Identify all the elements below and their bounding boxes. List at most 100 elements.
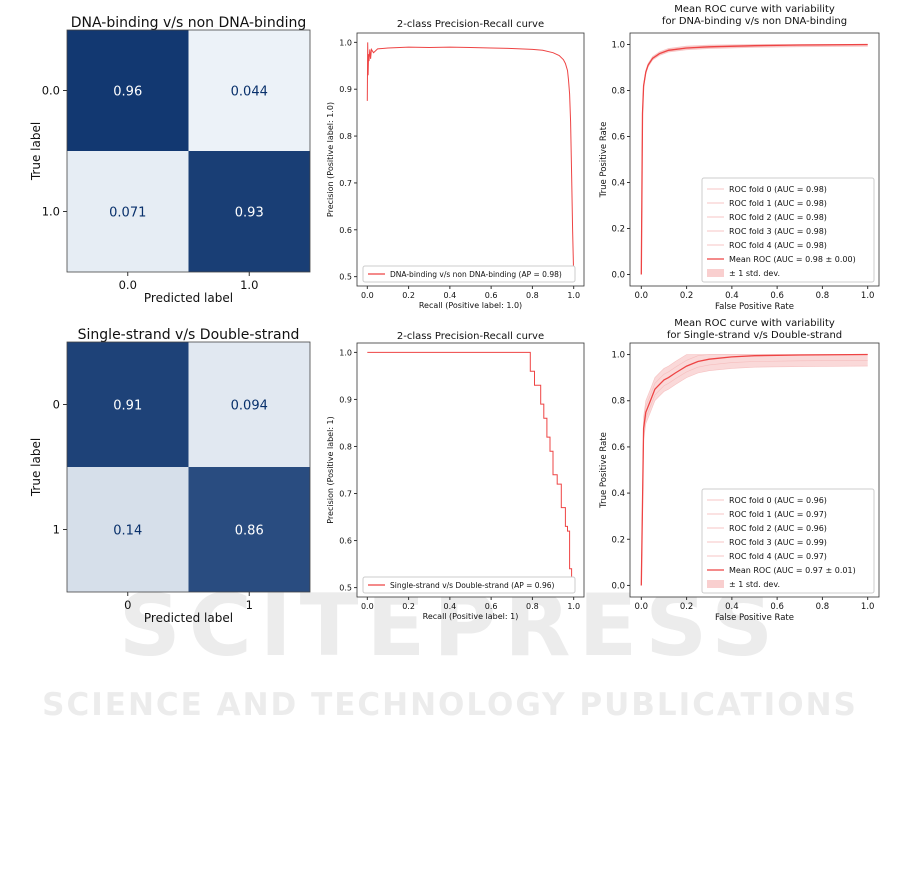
legend-label: ROC fold 0 (AUC = 0.98) (729, 185, 827, 194)
legend-label: ± 1 std. dev. (729, 580, 780, 589)
legend-label: ROC fold 2 (AUC = 0.98) (729, 213, 827, 222)
cell-value-label: 0.96 (113, 85, 142, 100)
cell-value-label: 0.86 (235, 524, 264, 539)
x-tick-label: 0.6 (770, 291, 784, 301)
legend-swatch (707, 269, 724, 277)
chart-grid: DNA-binding v/s non DNA-binding 0.96 0.044… (29, 4, 879, 625)
x-axis-label: Predicted label (144, 611, 233, 625)
chart-title: Mean ROC curve with variability (674, 318, 835, 329)
x-tick-label: 1.0 (567, 602, 580, 611)
cell-value-label: 0.094 (231, 399, 268, 414)
x-tick-label: 0 (124, 598, 131, 612)
y-tick-label: 0.6 (339, 537, 352, 546)
legend: Single-strand v/s Double-strand (AP = 0.… (363, 577, 575, 593)
confusion-matrix-0: DNA-binding v/s non DNA-binding 0.96 0.044… (29, 15, 310, 305)
y-tick-label: 0.7 (339, 179, 352, 188)
chart-title: DNA-binding v/s non DNA-binding (71, 15, 306, 31)
roc-curve-chart-2: Mean ROC curve with variabilityfor DNA-b… (599, 4, 879, 312)
legend-label: DNA-binding v/s non DNA-binding (AP = 0.… (390, 270, 562, 279)
y-tick-label: 0.8 (611, 87, 625, 97)
legend: DNA-binding v/s non DNA-binding (AP = 0.… (363, 266, 575, 282)
y-tick-label: 0.4 (611, 179, 625, 189)
y-tick-label: 0.8 (611, 397, 625, 407)
y-tick-label: 0.6 (611, 133, 625, 143)
x-tick-label: 0.2 (680, 602, 694, 612)
x-tick-label: 1.0 (861, 291, 875, 301)
y-tick-label: 0.6 (339, 226, 352, 235)
x-tick-label: 0.6 (485, 291, 498, 300)
x-axis-label: False Positive Rate (715, 302, 794, 312)
x-tick-label: 0.8 (526, 291, 539, 300)
legend-label: ROC fold 1 (AUC = 0.98) (729, 199, 827, 208)
y-tick-label: 0.8 (339, 442, 352, 451)
legend-label: ROC fold 4 (AUC = 0.98) (729, 241, 827, 250)
x-tick-label: 0.4 (443, 602, 456, 611)
x-tick-label: 1.0 (861, 602, 875, 612)
x-axis-label: Predicted label (144, 291, 233, 305)
x-axis-label: Recall (Positive label: 1) (423, 612, 519, 621)
x-tick-label: 0.2 (680, 291, 694, 301)
x-tick-label: 0.2 (402, 602, 415, 611)
x-tick-label: 0.0 (361, 602, 374, 611)
chart-title: 2-class Precision-Recall curve (397, 19, 544, 30)
y-axis-label: True Positive Rate (599, 432, 609, 509)
x-axis-label: Recall (Positive label: 1.0) (419, 301, 522, 310)
x-tick-label: 1.0 (240, 278, 258, 292)
x-tick-label: 0.4 (725, 291, 739, 301)
y-tick-label: 1.0 (611, 351, 625, 361)
y-tick-label: 0.7 (339, 490, 352, 499)
y-tick-label: 0.0 (42, 84, 60, 98)
legend-label: ROC fold 0 (AUC = 0.96) (729, 496, 827, 505)
legend-label: ROC fold 3 (AUC = 0.98) (729, 227, 827, 236)
y-tick-label: 0.9 (339, 85, 352, 94)
chart-title: 2-class Precision-Recall curve (397, 331, 544, 342)
y-tick-label: 1.0 (339, 348, 352, 357)
y-tick-label: 0.4 (611, 489, 625, 499)
chart-subtitle: for Single-strand v/s Double-strand (667, 330, 842, 341)
confusion-matrix-3: Single-strand v/s Double-strand 0.91 0.094… (29, 327, 310, 625)
y-tick-label: 0.2 (611, 225, 625, 235)
x-tick-label: 0.0 (635, 602, 649, 612)
y-tick-label: 0.5 (339, 273, 352, 282)
x-tick-label: 0.4 (725, 602, 739, 612)
x-tick-label: 0.6 (770, 602, 784, 612)
chart-title: Mean ROC curve with variability (674, 4, 835, 15)
y-tick-label: 1 (53, 523, 60, 537)
legend: ROC fold 0 (AUC = 0.98) ROC fold 1 (AUC =… (702, 178, 874, 282)
pr-curve-chart-4: 2-class Precision-Recall curve 0.0 0.2 0.4 0… (326, 331, 584, 621)
y-axis-label: True label (29, 122, 43, 181)
legend-swatch (707, 580, 724, 588)
y-tick-label: 0.9 (339, 395, 352, 404)
chart-subtitle: for DNA-binding v/s non DNA-binding (662, 16, 847, 27)
y-tick-label: 0 (53, 398, 60, 412)
legend-label: Mean ROC (AUC = 0.97 ± 0.01) (729, 566, 856, 575)
y-tick-label: 0.0 (611, 581, 625, 591)
cell-value-label: 0.071 (109, 206, 146, 221)
legend-label: ROC fold 3 (AUC = 0.99) (729, 538, 827, 547)
y-tick-label: 0.8 (339, 132, 352, 141)
cell-value-label: 0.93 (235, 206, 264, 221)
y-tick-label: 0.6 (611, 443, 625, 453)
cell-value-label: 0.044 (231, 85, 268, 100)
y-tick-label: 0.0 (611, 271, 625, 281)
chart-title: Single-strand v/s Double-strand (78, 327, 300, 343)
legend-label: ROC fold 4 (AUC = 0.97) (729, 552, 827, 561)
x-tick-label: 0.0 (361, 291, 374, 300)
x-tick-label: 0.8 (816, 602, 830, 612)
x-tick-label: 0.6 (485, 602, 498, 611)
pr-curve-chart-1: 2-class Precision-Recall curve 0.0 0.2 0.4 0… (326, 19, 584, 310)
y-tick-label: 0.5 (339, 584, 352, 593)
plot-frame (357, 343, 584, 597)
cell-value-label: 0.91 (113, 399, 142, 414)
y-axis-label: Precision (Positive label: 1) (326, 416, 335, 524)
legend: ROC fold 0 (AUC = 0.96) ROC fold 1 (AUC =… (702, 489, 874, 593)
x-axis-label: False Positive Rate (715, 613, 794, 623)
x-tick-label: 1 (246, 598, 253, 612)
y-tick-label: 1.0 (611, 41, 625, 51)
y-axis-label: True label (29, 438, 43, 497)
legend-label: Mean ROC (AUC = 0.98 ± 0.00) (729, 255, 856, 264)
x-tick-label: 0.8 (526, 602, 539, 611)
y-tick-label: 1.0 (42, 205, 60, 219)
